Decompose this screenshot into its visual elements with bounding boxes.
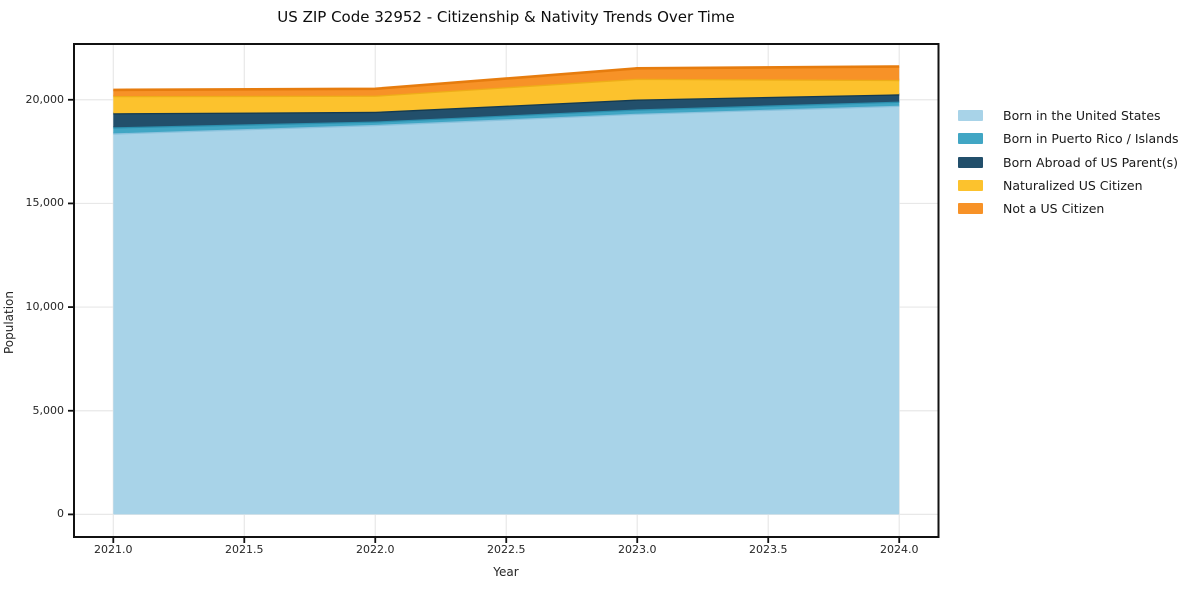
area-band bbox=[113, 105, 900, 515]
area-band bbox=[113, 94, 900, 128]
legend-label-born-us: Born in the United States bbox=[1003, 108, 1161, 124]
x-axis-label: Year bbox=[493, 565, 519, 579]
area-band bbox=[113, 66, 900, 96]
legend-swatch-not-citizen bbox=[958, 203, 983, 215]
legend-swatch-naturalized bbox=[958, 180, 983, 192]
legend-swatch-born-abroad bbox=[958, 156, 983, 168]
legend-item: Naturalized US Citizen bbox=[958, 174, 1179, 197]
legend-label-puerto-rico: Born in Puerto Rico / Islands bbox=[1003, 131, 1179, 147]
x-tick-label: 2021.5 bbox=[225, 543, 264, 556]
y-tick-label: 10,000 bbox=[25, 300, 65, 314]
legend-label-naturalized: Naturalized US Citizen bbox=[1003, 178, 1143, 194]
legend-item: Born in the United States bbox=[958, 104, 1179, 127]
y-tick-label: 0 bbox=[57, 507, 64, 521]
y-tick-label: 5,000 bbox=[32, 403, 65, 417]
area-band bbox=[113, 78, 900, 114]
y-tick-label: 15,000 bbox=[25, 196, 65, 210]
x-tick-label: 2021.0 bbox=[94, 543, 133, 556]
area-band-edge bbox=[113, 65, 900, 92]
legend-item: Not a US Citizen bbox=[958, 197, 1179, 220]
y-tick-label: 20,000 bbox=[25, 92, 65, 106]
x-tick-label: 2024.0 bbox=[879, 543, 919, 556]
x-tick-label: 2022.5 bbox=[487, 543, 526, 556]
area-band bbox=[113, 101, 900, 134]
chart-title: US ZIP Code 32952 - Citizenship & Nativi… bbox=[277, 8, 735, 26]
legend: Born in the United States Born in Puerto… bbox=[958, 104, 1179, 220]
legend-swatch-born-us bbox=[958, 110, 983, 122]
x-tick-label: 2023.0 bbox=[617, 543, 657, 556]
legend-label-not-citizen: Not a US Citizen bbox=[1003, 201, 1105, 217]
x-tick-label: 2023.5 bbox=[748, 543, 788, 556]
legend-label-born-abroad: Born Abroad of US Parent(s) bbox=[1003, 154, 1178, 170]
x-tick-label: 2022.0 bbox=[356, 543, 395, 556]
legend-swatch-puerto-rico bbox=[958, 133, 983, 145]
legend-item: Born in Puerto Rico / Islands bbox=[958, 127, 1179, 150]
area-band-edge bbox=[113, 77, 900, 98]
legend-item: Born Abroad of US Parent(s) bbox=[958, 151, 1179, 174]
